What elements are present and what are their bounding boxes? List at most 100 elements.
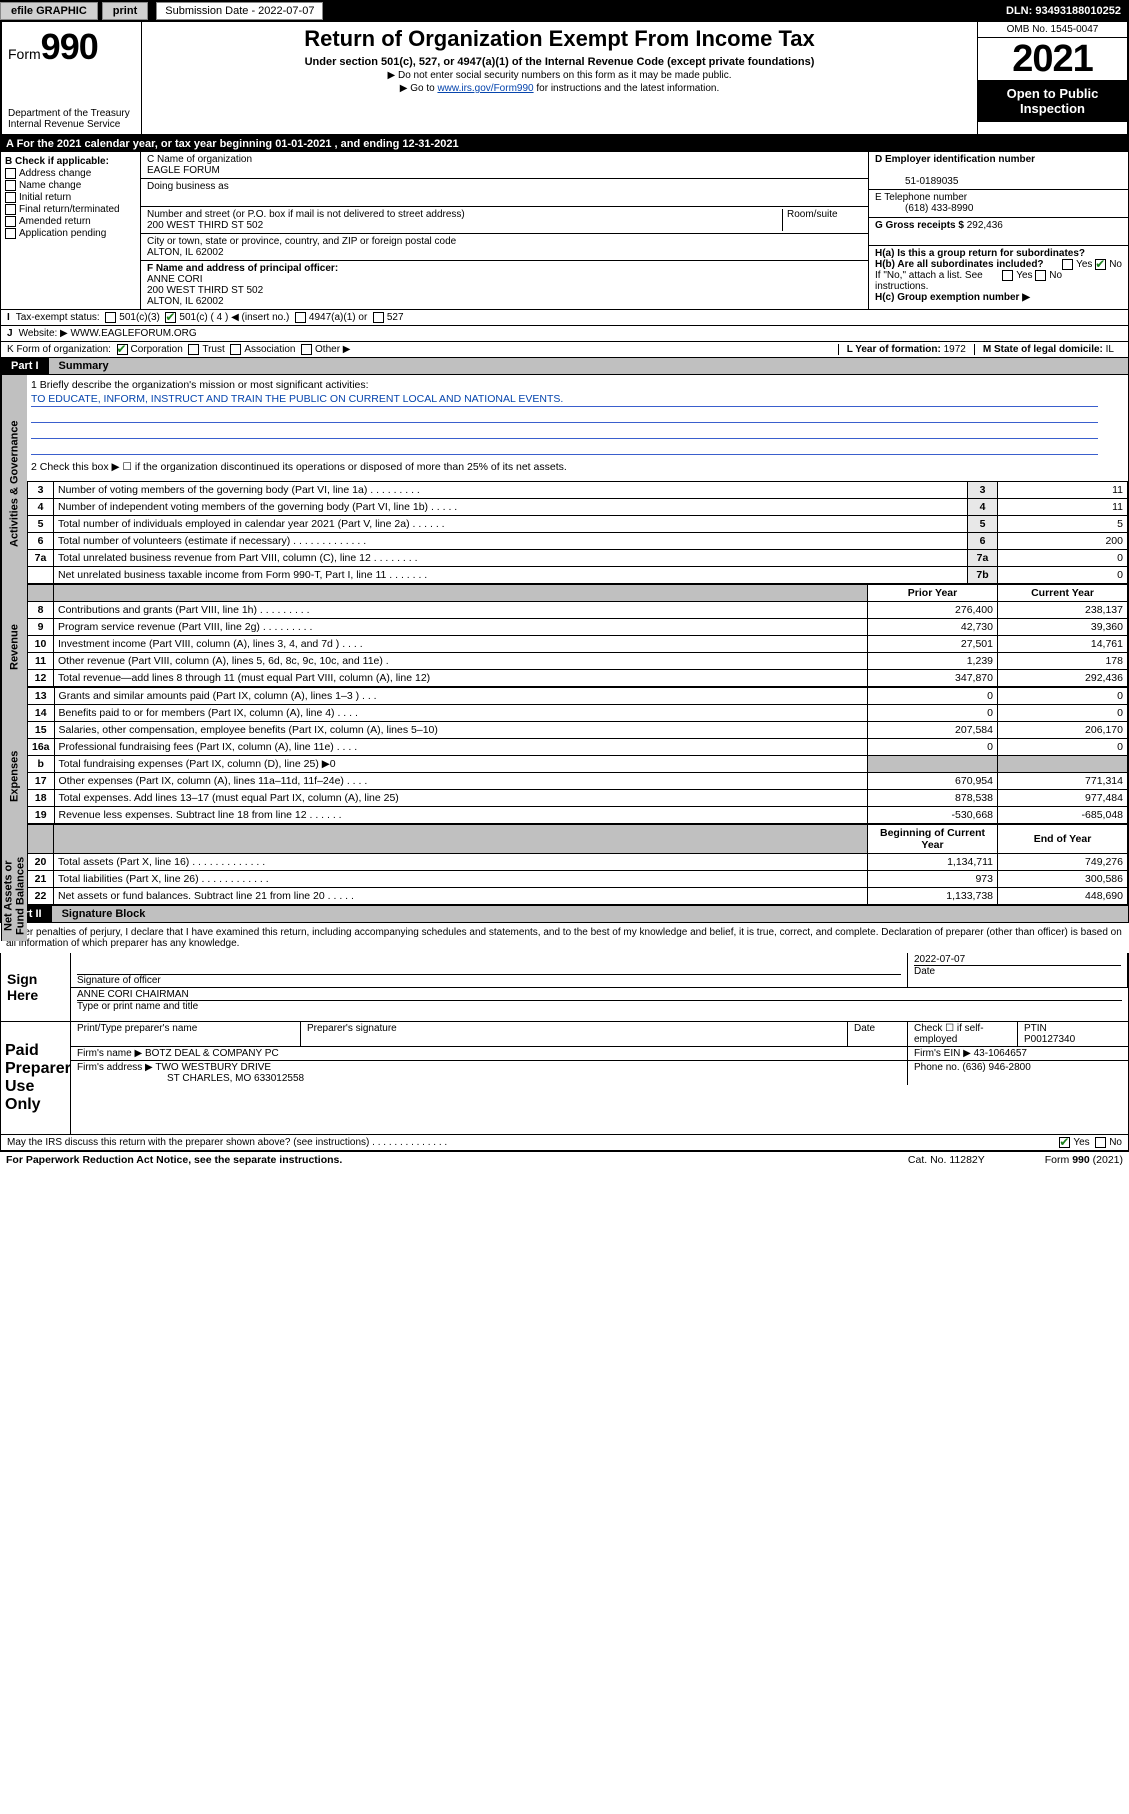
q2-text: 2 Check this box ▶ ☐ if the organization…: [31, 461, 1098, 473]
form-title: Return of Organization Exempt From Incom…: [150, 26, 969, 52]
k-label: K Form of organization:: [7, 344, 111, 355]
website-value: WWW.EAGLEFORUM.ORG: [71, 328, 197, 339]
f-name: ANNE CORI: [147, 274, 203, 285]
prep-sig-label: Preparer's signature: [301, 1022, 848, 1046]
cb-discuss-no[interactable]: [1095, 1137, 1106, 1148]
irs-label: Internal Revenue Service: [8, 119, 135, 130]
sign-here-label: Sign Here: [1, 953, 71, 1021]
sig-name-label: Type or print name and title: [77, 1000, 1122, 1012]
room-label: Room/suite: [787, 209, 838, 220]
open-to-public: Open to Public Inspection: [978, 80, 1127, 122]
omb-number: OMB No. 1545-0047: [978, 22, 1127, 38]
firm-addr1: TWO WESTBURY DRIVE: [155, 1062, 271, 1073]
m-value: IL: [1106, 344, 1114, 355]
instructions-link[interactable]: www.irs.gov/Form990: [437, 83, 533, 94]
entity-block: B Check if applicable: Address change Na…: [0, 152, 1129, 310]
net-table: Beginning of Current YearEnd of Year20To…: [27, 824, 1128, 905]
form-prefix: Form: [8, 46, 41, 62]
cb-ha-yes[interactable]: [1062, 259, 1073, 270]
street-value: 200 WEST THIRD ST 502: [147, 220, 263, 231]
cb-501c3[interactable]: [105, 312, 116, 323]
cb-amended[interactable]: [5, 216, 16, 227]
cb-4947[interactable]: [295, 312, 306, 323]
col-d: D Employer identification number 51-0189…: [868, 152, 1128, 309]
k-trust: Trust: [202, 344, 224, 355]
b-item: Address change: [19, 168, 91, 179]
paid-body: Print/Type preparer's name Preparer's si…: [71, 1022, 1128, 1134]
form-header-right: OMB No. 1545-0047 2021 Open to Public In…: [977, 22, 1127, 134]
part1-num: Part I: [1, 358, 49, 374]
form-subtitle: Under section 501(c), 527, or 4947(a)(1)…: [150, 56, 969, 68]
part1-title: Summary: [49, 358, 1128, 374]
k-assoc: Association: [244, 344, 295, 355]
ein-value: 51-0189035: [875, 176, 958, 187]
sig-date-label: Date: [914, 965, 1121, 977]
cb-501c[interactable]: [165, 312, 176, 323]
sig-date-value: 2022-07-07: [914, 954, 1121, 965]
b-item: Name change: [19, 180, 81, 191]
rev-table: Prior YearCurrent Year8Contributions and…: [27, 584, 1128, 687]
firm-ein: 43-1064657: [974, 1048, 1027, 1059]
mission-blank-2: [31, 425, 1098, 439]
dba-label: Doing business as: [147, 181, 229, 192]
k-other: Other ▶: [315, 344, 350, 355]
discuss-row: May the IRS discuss this return with the…: [0, 1135, 1129, 1152]
form-header-mid: Return of Organization Exempt From Incom…: [142, 22, 977, 134]
yes-label: Yes: [1076, 259, 1092, 270]
row-j: J Website: ▶ WWW.EAGLEFORUM.ORG: [0, 326, 1129, 342]
efile-button[interactable]: efile GRAPHIC: [0, 2, 98, 20]
no-label: No: [1109, 259, 1122, 270]
j-label: Website: ▶: [19, 328, 68, 339]
row-i: I Tax-exempt status: 501(c)(3) 501(c) ( …: [0, 310, 1129, 326]
cb-app-pending[interactable]: [5, 228, 16, 239]
form-header: Form990 Department of the Treasury Inter…: [0, 22, 1129, 136]
d-label: D Employer identification number: [875, 154, 1035, 165]
firm-name-label: Firm's name ▶: [77, 1048, 142, 1059]
cb-assoc[interactable]: [230, 344, 241, 355]
cb-527[interactable]: [373, 312, 384, 323]
cb-hb-no[interactable]: [1035, 270, 1046, 281]
cb-initial-return[interactable]: [5, 192, 16, 203]
cat-no: Cat. No. 11282Y: [908, 1154, 985, 1166]
cb-other[interactable]: [301, 344, 312, 355]
print-button[interactable]: print: [102, 2, 148, 20]
cb-trust[interactable]: [188, 344, 199, 355]
part1-body: Activities & Governance 1 Briefly descri…: [0, 375, 1129, 906]
f-label: F Name and address of principal officer:: [147, 263, 338, 274]
hc-label: H(c) Group exemption number ▶: [875, 292, 1030, 303]
cb-address-change[interactable]: [5, 168, 16, 179]
sidecap-netassets: Net Assets or Fund Balances: [1, 851, 27, 941]
sidecap-revenue: Revenue: [1, 593, 27, 701]
b-item: Amended return: [19, 216, 91, 227]
cb-discuss-yes[interactable]: [1059, 1137, 1070, 1148]
f-addr2: ALTON, IL 62002: [147, 296, 224, 307]
cb-corp[interactable]: [117, 344, 128, 355]
ha-label: H(a) Is this a group return for subordin…: [875, 248, 1085, 259]
ptin-label: PTIN: [1024, 1023, 1047, 1034]
i-501c: 501(c) ( 4 ) ◀ (insert no.): [179, 312, 289, 323]
discuss-text: May the IRS discuss this return with the…: [7, 1137, 447, 1148]
hb-label: H(b) Are all subordinates included?: [875, 259, 1044, 270]
f-addr1: 200 WEST THIRD ST 502: [147, 285, 263, 296]
i-501c3: 501(c)(3): [119, 312, 160, 323]
l-label: L Year of formation:: [847, 344, 941, 355]
prep-date-label: Date: [848, 1022, 908, 1046]
top-toolbar: efile GRAPHIC print Submission Date - 20…: [0, 0, 1129, 22]
mission-blank-3: [31, 441, 1098, 455]
yes-label: Yes: [1073, 1137, 1089, 1148]
part2-title: Signature Block: [52, 906, 1128, 922]
cb-ha-no[interactable]: [1095, 259, 1106, 270]
cb-final-return[interactable]: [5, 204, 16, 215]
cb-name-change[interactable]: [5, 180, 16, 191]
prep-phone: (636) 946-2800: [962, 1062, 1030, 1073]
cb-hb-yes[interactable]: [1002, 270, 1013, 281]
form-note-2: ▶ Go to www.irs.gov/Form990 for instruct…: [150, 83, 969, 94]
city-value: ALTON, IL 62002: [147, 247, 224, 258]
prep-name-label: Print/Type preparer's name: [71, 1022, 301, 1046]
footer: For Paperwork Reduction Act Notice, see …: [0, 1152, 1129, 1168]
form-num-big: 990: [41, 26, 98, 67]
q1-label: 1 Briefly describe the organization's mi…: [31, 379, 1098, 391]
tax-year: 2021: [978, 38, 1127, 80]
dept-treasury: Department of the Treasury: [8, 108, 135, 119]
part1-header: Part I Summary: [0, 358, 1129, 375]
